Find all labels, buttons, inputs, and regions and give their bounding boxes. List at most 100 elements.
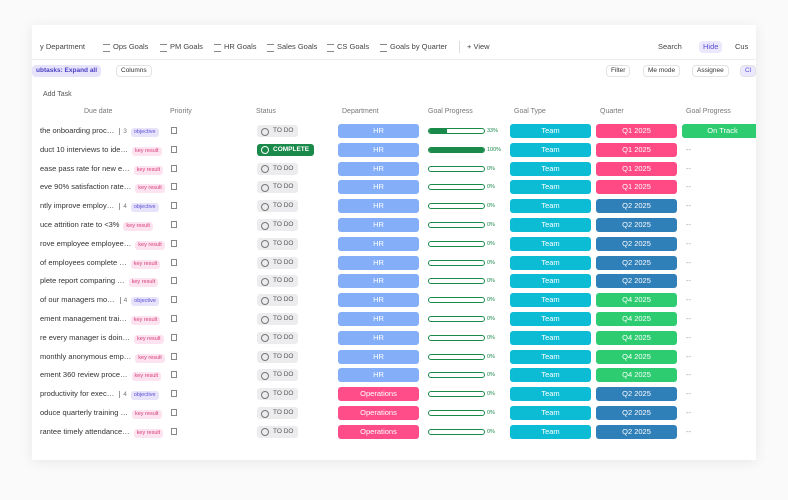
- quarter-pill[interactable]: Q4 2025: [596, 312, 677, 326]
- quarter-pill[interactable]: Q2 2025: [596, 274, 677, 289]
- status-pill[interactable]: TO DO: [257, 256, 299, 269]
- task-title[interactable]: rove employee employee…: [40, 238, 132, 248]
- goal-type-pill[interactable]: Team: [510, 293, 591, 308]
- view-tab[interactable]: Goals by Quarter: [390, 42, 448, 51]
- goal-type-pill[interactable]: Team: [510, 199, 591, 214]
- department-pill[interactable]: HR: [338, 349, 419, 364]
- department-pill[interactable]: HR: [338, 236, 419, 251]
- status-pill[interactable]: TO DO: [257, 294, 299, 307]
- toolbar-chip[interactable]: ubtasks: Expand all: [32, 65, 102, 77]
- status-pill[interactable]: TO DO: [257, 200, 299, 213]
- task-name[interactable]: duct 10 interviews to ide… key result: [40, 144, 166, 156]
- task-title[interactable]: ntly improve employ…: [40, 201, 115, 211]
- tool-button[interactable]: Hide: [699, 41, 723, 53]
- view-tab[interactable]: PM Goals: [170, 42, 203, 51]
- status-pill[interactable]: TO DO: [257, 350, 299, 363]
- task-title[interactable]: of employees complete …: [40, 257, 127, 267]
- task-title[interactable]: re every manager is doin…: [40, 332, 131, 342]
- status-pill[interactable]: COMPLETE: [257, 143, 315, 156]
- view-tab[interactable]: + View: [467, 42, 490, 51]
- task-name[interactable]: plete report comparing … key result: [40, 275, 166, 288]
- quarter-pill[interactable]: Q4 2025: [596, 330, 677, 345]
- status-pill[interactable]: TO DO: [257, 237, 299, 250]
- department-pill[interactable]: HR: [338, 199, 419, 214]
- department-pill[interactable]: HR: [338, 124, 419, 138]
- toolbar-button[interactable]: Cl: [740, 65, 756, 77]
- view-tab[interactable]: CS Goals: [337, 42, 370, 51]
- quarter-pill[interactable]: Q4 2025: [596, 293, 677, 308]
- status-pill[interactable]: TO DO: [257, 181, 299, 194]
- quarter-pill[interactable]: Q1 2025: [596, 124, 677, 138]
- goal-type-pill[interactable]: Team: [510, 180, 591, 195]
- task-title[interactable]: eve 90% satisfaction rate…: [40, 182, 132, 192]
- task-name[interactable]: eve 90% satisfaction rate… key result: [40, 181, 166, 194]
- department-pill[interactable]: HR: [338, 330, 419, 345]
- task-name[interactable]: ease pass rate for new e… key result: [40, 163, 166, 175]
- task-title[interactable]: uce attrition rate to <3%: [40, 220, 120, 229]
- goal-type-pill[interactable]: Team: [510, 368, 591, 383]
- quarter-pill[interactable]: Q4 2025: [596, 368, 677, 383]
- task-title[interactable]: ement 360 review proce…: [40, 370, 128, 380]
- task-name[interactable]: rove employee employee… key result: [40, 238, 166, 250]
- task-title[interactable]: the onboarding proc…: [40, 126, 115, 135]
- task-name[interactable]: re every manager is doin… key result: [40, 332, 166, 344]
- status-pill[interactable]: TO DO: [257, 313, 299, 325]
- status-pill[interactable]: TO DO: [257, 219, 299, 231]
- quarter-pill[interactable]: Q2 2025: [596, 199, 677, 214]
- task-title[interactable]: plete report comparing …: [40, 276, 125, 286]
- toolbar-button[interactable]: Columns: [116, 65, 152, 77]
- task-name[interactable]: uce attrition rate to <3% key result: [40, 219, 166, 231]
- quarter-pill[interactable]: Q1 2025: [596, 180, 677, 195]
- department-pill[interactable]: HR: [338, 142, 419, 157]
- view-tab[interactable]: y Department: [40, 42, 86, 51]
- goal-type-pill[interactable]: Team: [510, 330, 591, 345]
- quarter-pill[interactable]: Q2 2025: [596, 218, 677, 232]
- task-name[interactable]: ntly improve employ… 4 objective: [40, 200, 166, 213]
- department-pill[interactable]: HR: [338, 161, 419, 176]
- subtask-count[interactable]: 4: [119, 297, 128, 305]
- tool-button[interactable]: Search: [658, 42, 682, 51]
- goal-type-pill[interactable]: Team: [510, 161, 591, 176]
- task-title[interactable]: duct 10 interviews to ide…: [40, 144, 128, 154]
- department-pill[interactable]: HR: [338, 218, 419, 232]
- goal-type-pill[interactable]: Team: [510, 236, 591, 251]
- quarter-pill[interactable]: Q1 2025: [596, 161, 677, 176]
- status-pill[interactable]: TO DO: [257, 125, 299, 137]
- task-name[interactable]: of employees complete … key result: [40, 257, 166, 269]
- task-title[interactable]: productivity for exec…: [40, 389, 115, 399]
- task-name[interactable]: of our managers mo… 4 objective: [40, 294, 166, 307]
- quarter-pill[interactable]: Q2 2025: [596, 236, 677, 251]
- department-pill[interactable]: Operations: [338, 424, 419, 439]
- status-pill[interactable]: TO DO: [257, 369, 299, 382]
- status-pill[interactable]: TO DO: [257, 331, 299, 344]
- department-pill[interactable]: HR: [338, 312, 419, 326]
- department-pill[interactable]: Operations: [338, 406, 419, 420]
- department-pill[interactable]: HR: [338, 368, 419, 383]
- goal-status-pill[interactable]: On Track: [682, 124, 756, 138]
- task-name[interactable]: productivity for exec… 4 objective: [40, 388, 166, 401]
- task-name[interactable]: ement management trai… key result: [40, 313, 166, 325]
- add-task-button[interactable]: Add Task: [43, 91, 72, 98]
- goal-type-pill[interactable]: Team: [510, 406, 591, 420]
- status-pill[interactable]: TO DO: [257, 388, 299, 401]
- toolbar-button[interactable]: Filter: [606, 65, 631, 77]
- goal-type-pill[interactable]: Team: [510, 349, 591, 364]
- subtask-count[interactable]: 4: [119, 391, 127, 399]
- subtask-count[interactable]: 3: [119, 128, 127, 135]
- department-pill[interactable]: HR: [338, 180, 419, 195]
- subtask-count[interactable]: 4: [119, 203, 127, 211]
- goal-type-pill[interactable]: Team: [510, 424, 591, 439]
- goal-type-pill[interactable]: Team: [510, 218, 591, 232]
- toolbar-button[interactable]: Me mode: [643, 65, 681, 77]
- task-name[interactable]: monthly anonymous emp… key result: [40, 351, 166, 363]
- task-title[interactable]: rantee timely attendance…: [40, 426, 130, 436]
- goal-type-pill[interactable]: Team: [510, 124, 591, 138]
- task-title[interactable]: ement management trai…: [40, 314, 127, 323]
- quarter-pill[interactable]: Q2 2025: [596, 406, 677, 420]
- goal-type-pill[interactable]: Team: [510, 255, 591, 270]
- goal-type-pill[interactable]: Team: [510, 312, 591, 326]
- view-tab[interactable]: Ops Goals: [113, 42, 149, 51]
- tool-button[interactable]: Cus: [735, 42, 749, 51]
- department-pill[interactable]: HR: [338, 293, 419, 308]
- task-title[interactable]: of our managers mo…: [40, 295, 115, 305]
